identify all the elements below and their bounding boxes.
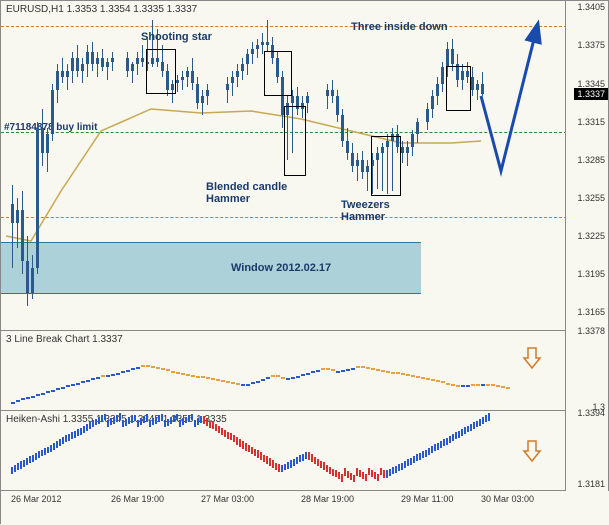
linebreak-title: 3 Line Break Chart 1.3337: [6, 334, 123, 345]
yaxis-main: 1.31651.31951.32251.32551.32851.33151.33…: [565, 1, 608, 331]
time-label: 28 Mar 19:00: [301, 494, 354, 504]
time-axis: 26 Mar 2012 26 Mar 19:00 27 Mar 03:00 28 Ma…: [1, 491, 609, 525]
line-break-panel[interactable]: 3 Line Break Chart 1.3337: [1, 331, 567, 411]
current-price-tag: 1.3337: [574, 88, 608, 100]
down-arrow-icon: [522, 346, 542, 370]
time-label: 30 Mar 03:00: [481, 494, 534, 504]
yaxis-sub1: 1.31.3378: [565, 331, 608, 411]
time-label: 29 Mar 11:00: [401, 494, 453, 504]
main-price-panel[interactable]: EURUSD,H1 1.3353 1.3354 1.3335 1.3337 Wi…: [1, 1, 567, 331]
down-arrow-icon: [522, 439, 542, 463]
time-label: 27 Mar 03:00: [201, 494, 254, 504]
time-label: 26 Mar 2012: [11, 494, 62, 504]
yaxis-sub2: 1.31811.3394: [565, 411, 608, 491]
heiken-ashi-panel[interactable]: Heiken-Ashi 1.3355 1.3345 1.3345 1.3355 …: [1, 411, 567, 491]
chart-container: EURUSD,H1 1.3353 1.3354 1.3335 1.3337 Wi…: [0, 0, 609, 524]
projection-arrow: [1, 1, 567, 331]
time-label: 26 Mar 19:00: [111, 494, 164, 504]
